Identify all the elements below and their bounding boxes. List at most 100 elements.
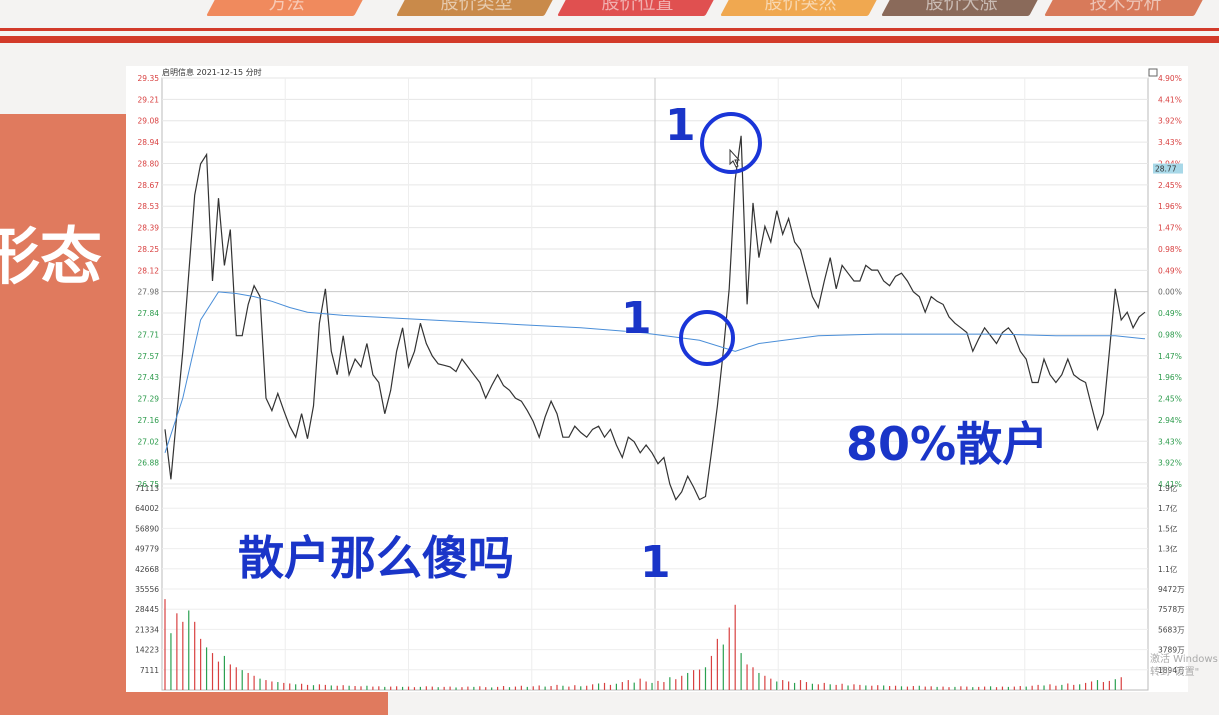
pct-tick-label: 2.45% bbox=[1158, 181, 1182, 190]
volume-tick-label-right: 1.1亿 bbox=[1158, 564, 1178, 574]
price-tick-label: 28.94 bbox=[138, 138, 160, 147]
pct-tick-label: 4.41% bbox=[1158, 95, 1182, 104]
pct-tick-label: 4.90% bbox=[1158, 74, 1182, 83]
chart-toggle-icon[interactable] bbox=[1148, 68, 1158, 77]
pct-tick-label: 2.94% bbox=[1158, 416, 1182, 425]
header-tab-label: 股价位置 bbox=[601, 0, 674, 14]
price-tick-label: 29.08 bbox=[138, 117, 160, 126]
watermark-line2: 转到"设置" bbox=[1150, 667, 1200, 678]
price-tick-label: 27.16 bbox=[138, 416, 160, 425]
retail-percentage-label: 80%散户 bbox=[846, 417, 1049, 471]
top-tab-strip: 方法 股价类型 股价位置 股价突然 股价大涨 技术分析 bbox=[0, 0, 1219, 28]
pct-tick-label: 3.92% bbox=[1158, 117, 1182, 126]
volume-tick-label: 35556 bbox=[135, 585, 159, 594]
volume-tick-label: 64002 bbox=[135, 504, 159, 513]
price-tick-label: 28.67 bbox=[138, 181, 160, 190]
red-divider bbox=[0, 28, 1219, 31]
red-divider-thick bbox=[0, 36, 1219, 43]
price-tick-label: 28.53 bbox=[138, 202, 160, 211]
pct-tick-label: 1.47% bbox=[1158, 224, 1182, 233]
price-tick-label: 29.35 bbox=[138, 74, 160, 83]
price-tick-label: 27.98 bbox=[138, 288, 160, 297]
pct-tick-label: 1.96% bbox=[1158, 202, 1182, 211]
price-tick-label: 27.29 bbox=[138, 395, 160, 404]
intraday-chart: 启明信息 2021-12-15 分时 29.35 29.21 29.08 28.94 2… bbox=[126, 66, 1188, 692]
price-lines bbox=[164, 135, 1146, 501]
pct-tick-label: 3.43% bbox=[1158, 138, 1182, 147]
header-tab-label: 技术分析 bbox=[1089, 0, 1162, 14]
volume-tick-label: 28445 bbox=[135, 605, 159, 614]
price-tick-label: 27.43 bbox=[138, 373, 160, 382]
header-tab[interactable]: 股价类型 bbox=[396, 0, 556, 16]
volume-tick-label-right: 7578万 bbox=[1158, 605, 1185, 614]
chart-grid bbox=[161, 77, 1149, 691]
annotation-label-1-bottom: 1 bbox=[640, 537, 671, 588]
volume-tick-label: 7111 bbox=[140, 666, 159, 675]
volume-tick-label-right: 1894万 bbox=[1158, 666, 1185, 675]
header-tab[interactable]: 股价大涨 bbox=[881, 0, 1041, 16]
volume-axis-left: 71113 64002 56890 49779 42668 35556 28445 21334… bbox=[135, 484, 159, 675]
last-price-box bbox=[1153, 163, 1183, 174]
price-tick-label: 28.39 bbox=[138, 224, 160, 233]
volume-tick-label-right: 5683万 bbox=[1158, 625, 1185, 634]
last-price-tag: 28.77 bbox=[1153, 163, 1183, 174]
volume-tick-label: 21334 bbox=[135, 625, 159, 634]
volume-tick-label-right: 9472万 bbox=[1158, 585, 1185, 594]
series-line-avg bbox=[164, 291, 1146, 453]
chart-title: 启明信息 2021-12-15 分时 bbox=[162, 67, 262, 77]
price-tick-label: 27.57 bbox=[138, 352, 160, 361]
price-tick-label: 29.21 bbox=[138, 95, 160, 104]
volume-tick-label-right: 1.3亿 bbox=[1158, 544, 1178, 554]
volume-axis-right: 1.9亿 1.7亿 1.5亿 1.3亿 1.1亿 9472万 7578万 5683万 3789万… bbox=[1158, 483, 1185, 675]
header-tab[interactable]: 技术分析 bbox=[1044, 0, 1206, 16]
price-tick-label: 27.84 bbox=[138, 309, 160, 318]
watermark-line1: 激活 Windows bbox=[1150, 654, 1218, 665]
side-title: 形态 bbox=[0, 220, 103, 293]
header-tab-label: 股价大涨 bbox=[925, 0, 998, 14]
volume-tick-label-right: 1.9亿 bbox=[1158, 483, 1178, 493]
volume-tick-label-right: 3789万 bbox=[1158, 646, 1185, 655]
price-tick-label: 26.88 bbox=[138, 459, 160, 468]
last-price-label: 28.77 bbox=[1155, 165, 1177, 174]
volume-tick-label: 14223 bbox=[135, 646, 159, 655]
price-axis-left: 29.35 29.21 29.08 28.94 28.80 28.67 28.53 28.39… bbox=[138, 74, 160, 489]
chart-svg: 启明信息 2021-12-15 分时 29.3529.2129.0828.942… bbox=[135, 67, 1185, 691]
volume-tick-label: 42668 bbox=[135, 565, 159, 574]
pct-tick-label: 0.49% bbox=[1158, 266, 1182, 275]
volume-tick-label: 56890 bbox=[135, 524, 159, 533]
pct-tick-label: 1.47% bbox=[1158, 352, 1182, 361]
side-panel: 形态 bbox=[0, 114, 126, 715]
header-tab-label: 股价类型 bbox=[440, 0, 513, 14]
pct-tick-label: 2.45% bbox=[1158, 395, 1182, 404]
series-line-price bbox=[164, 135, 1146, 501]
pct-axis-right: 4.90% 4.41% 3.92% 3.43% 2.94% 2.45% 1.96% 1.47%… bbox=[1158, 74, 1182, 489]
annotation-label-1-mid: 1 bbox=[621, 293, 652, 344]
pct-tick-label: 3.43% bbox=[1158, 437, 1182, 446]
annotation-label-1-top: 1 bbox=[665, 100, 696, 151]
pct-tick-label: 0.49% bbox=[1158, 309, 1182, 318]
bottom-band bbox=[0, 692, 388, 715]
price-tick-label: 27.02 bbox=[138, 437, 160, 446]
volume-tick-label: 49779 bbox=[135, 545, 159, 554]
pct-tick-label: 4.41% bbox=[1158, 480, 1182, 489]
question-label: 散户那么傻吗 bbox=[238, 531, 514, 585]
price-tick-label: 28.12 bbox=[138, 266, 160, 275]
header-tab[interactable]: 股价位置 bbox=[557, 0, 717, 16]
pct-tick-label: 0.98% bbox=[1158, 245, 1182, 254]
pct-tick-label: 0.98% bbox=[1158, 330, 1182, 339]
pct-tick-label: 1.96% bbox=[1158, 373, 1182, 382]
header-tab-label: 方法 bbox=[268, 0, 305, 14]
price-tick-label: 28.25 bbox=[138, 245, 160, 254]
header-tab[interactable]: 方法 bbox=[206, 0, 366, 16]
pct-tick-label: 3.92% bbox=[1158, 459, 1182, 468]
pct-tick-label: 0.00% bbox=[1158, 288, 1182, 297]
volume-bars bbox=[164, 599, 1122, 690]
header-tab-label: 股价突然 bbox=[764, 0, 837, 14]
price-tick-label: 27.71 bbox=[138, 330, 160, 339]
header-tab[interactable]: 股价突然 bbox=[720, 0, 880, 16]
price-tick-label: 26.75 bbox=[138, 480, 160, 489]
volume-tick-label: 71113 bbox=[135, 484, 159, 493]
price-tick-label: 28.80 bbox=[138, 159, 160, 168]
volume-tick-label-right: 1.5亿 bbox=[1158, 523, 1178, 533]
volume-tick-label-right: 1.7亿 bbox=[1158, 503, 1178, 513]
